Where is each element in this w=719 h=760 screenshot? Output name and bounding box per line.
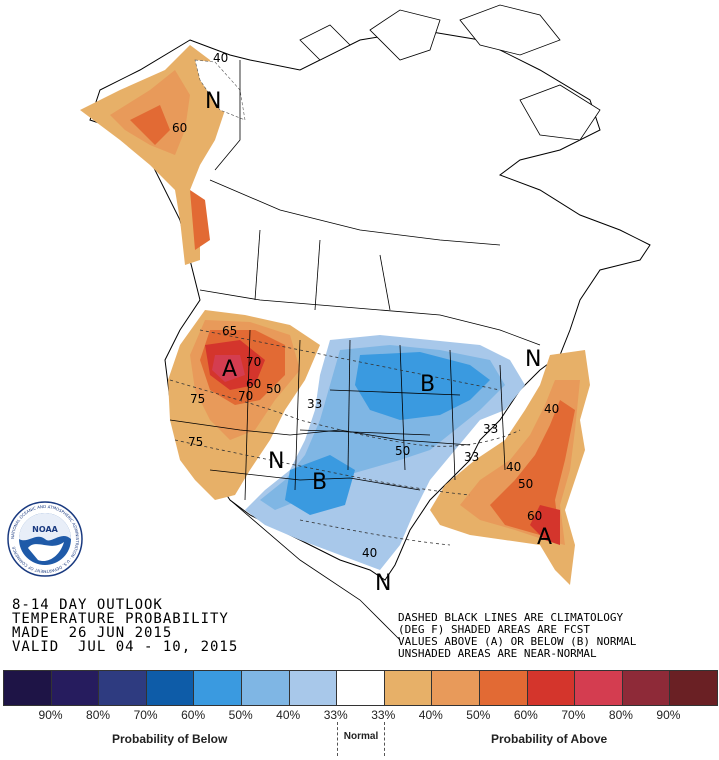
- contour-label: 70: [246, 355, 261, 369]
- contour-label: 33: [307, 397, 322, 411]
- legend-tick: 40%: [276, 708, 301, 722]
- contour-label: 60: [172, 121, 187, 135]
- normal-northeast-letter: N: [525, 347, 541, 372]
- legend-swatch: [289, 671, 338, 705]
- southeast-above-shading: [430, 350, 590, 585]
- contour-label: 50: [395, 444, 410, 458]
- legend-tick: 50%: [228, 708, 253, 722]
- legend-swatch: [432, 671, 480, 705]
- contour-label: 40: [213, 51, 228, 65]
- legend-tick: 70%: [561, 708, 586, 722]
- outlook-line-1: 8-14 DAY OUTLOOK: [12, 597, 163, 613]
- legend-swatch: [99, 671, 147, 705]
- contour-label: 33: [464, 450, 479, 464]
- probability-legend: 90% 80% 70% 60% 50% 40% 33% 33% 40% 50% …: [0, 670, 719, 760]
- boundaries: [169, 60, 541, 641]
- climatology-note: DASHED BLACK LINES ARE CLIMATOLOGY (DEG F…: [398, 612, 636, 660]
- legend-swatch: [146, 671, 195, 705]
- legend-tick: 70%: [133, 708, 158, 722]
- legend-normal-label: Normal: [337, 722, 385, 756]
- legend-swatch: [51, 671, 100, 705]
- normal-alaska-letter: N: [205, 89, 221, 114]
- contour-label: 70: [238, 389, 253, 403]
- legend-swatch: [241, 671, 290, 705]
- contour-label: 50: [266, 382, 281, 396]
- legend-swatches: [3, 670, 718, 706]
- legend-tick: 50%: [466, 708, 491, 722]
- below-midwest-letter: B: [420, 372, 435, 397]
- alaska-above-shading: [80, 45, 246, 265]
- legend-below-label: Probability of Below: [112, 732, 228, 746]
- legend-tick: 40%: [418, 708, 443, 722]
- noaa-logo-text: NOAA: [32, 525, 58, 534]
- above-southeast-letter: A: [537, 525, 552, 550]
- contour-label: 50: [518, 477, 533, 491]
- legend-tick: 33%: [323, 708, 348, 722]
- noaa-logo: NOAA NATIONAL OCEANIC AND ATMOSPHERIC AD…: [7, 501, 83, 577]
- contour-labels: 40 60 65 70 60 50 75 70 75 33 33 50 40 3…: [172, 51, 559, 560]
- central-below-shading: [245, 335, 525, 570]
- legend-above-label: Probability of Above: [491, 732, 608, 746]
- contour-label: 40: [362, 546, 377, 560]
- outlook-info: 8-14 DAY OUTLOOK TEMPERATURE PROBABILITY M…: [12, 598, 238, 654]
- legend-tick: 90%: [38, 708, 63, 722]
- legend-swatch: [622, 671, 671, 705]
- normal-plains-letter: N: [268, 449, 284, 474]
- legend-swatch: [670, 671, 717, 705]
- contour-label: 75: [188, 435, 203, 449]
- contour-label: 65: [222, 324, 237, 338]
- below-southwest-letter: B: [312, 470, 327, 495]
- legend-tick: 90%: [656, 708, 681, 722]
- normal-texas-letter: N: [375, 571, 391, 596]
- legend-swatch: [194, 671, 242, 705]
- above-west-letter: A: [222, 357, 237, 382]
- legend-tick: 33%: [371, 708, 396, 722]
- legend-tick: 60%: [181, 708, 206, 722]
- legend-swatch: [384, 671, 433, 705]
- note-line-1: DASHED BLACK LINES ARE CLIMATOLOGY: [398, 611, 624, 624]
- outlook-line-3: MADE 26 JUN 2015: [12, 625, 173, 641]
- contour-label: 75: [190, 392, 205, 406]
- legend-ticks: 90% 80% 70% 60% 50% 40% 33% 33% 40% 50% …: [3, 706, 716, 724]
- temperature-outlook-map: N A B B A N N N 40 60 65 70 60 50 75 70 …: [80, 4, 651, 641]
- legend-swatch: [4, 671, 52, 705]
- legend-swatch: [527, 671, 576, 705]
- legend-swatch: [337, 671, 385, 705]
- legend-swatch: [479, 671, 528, 705]
- legend-tick: 80%: [608, 708, 633, 722]
- contour-label: 33: [483, 422, 498, 436]
- arctic-islands: [299, 4, 601, 141]
- legend-tick: 80%: [86, 708, 111, 722]
- note-line-3: VALUES ABOVE (A) OR BELOW (B) NORMAL: [398, 635, 637, 648]
- outlook-line-2: TEMPERATURE PROBABILITY: [12, 611, 229, 627]
- contour-label: 40: [506, 460, 521, 474]
- note-line-2: (DEG F) SHADED AREAS ARE FCST: [398, 623, 591, 636]
- legend-swatch: [575, 671, 623, 705]
- contour-label: 40: [544, 402, 559, 416]
- climatology-lines: [169, 329, 521, 546]
- contour-label: 60: [246, 377, 261, 391]
- note-line-4: UNSHADED AREAS ARE NEAR-NORMAL: [398, 647, 597, 660]
- west-above-shading: [168, 310, 320, 500]
- contour-label: 60: [527, 509, 542, 523]
- outlook-line-4: VALID JUL 04 - 10, 2015: [12, 639, 239, 655]
- legend-tick: 60%: [513, 708, 538, 722]
